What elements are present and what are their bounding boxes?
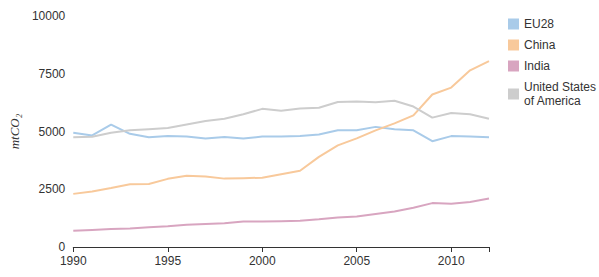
svg-text:mtCO₂: mtCO₂ <box>7 113 22 149</box>
svg-text:EU28: EU28 <box>524 17 554 31</box>
svg-text:India: India <box>524 59 550 73</box>
svg-text:1995: 1995 <box>154 254 181 268</box>
svg-text:United States: United States <box>524 80 599 94</box>
svg-text:2005: 2005 <box>343 254 370 268</box>
svg-text:of America: of America <box>524 94 581 108</box>
svg-text:0: 0 <box>59 240 66 254</box>
svg-text:2500: 2500 <box>39 182 66 196</box>
svg-text:2000: 2000 <box>249 254 276 268</box>
svg-text:7500: 7500 <box>39 67 66 81</box>
svg-text:2010: 2010 <box>438 254 465 268</box>
svg-text:10000: 10000 <box>32 9 66 23</box>
svg-text:China: China <box>524 38 556 52</box>
svg-text:1990: 1990 <box>60 254 87 268</box>
svg-text:5000: 5000 <box>39 125 66 139</box>
